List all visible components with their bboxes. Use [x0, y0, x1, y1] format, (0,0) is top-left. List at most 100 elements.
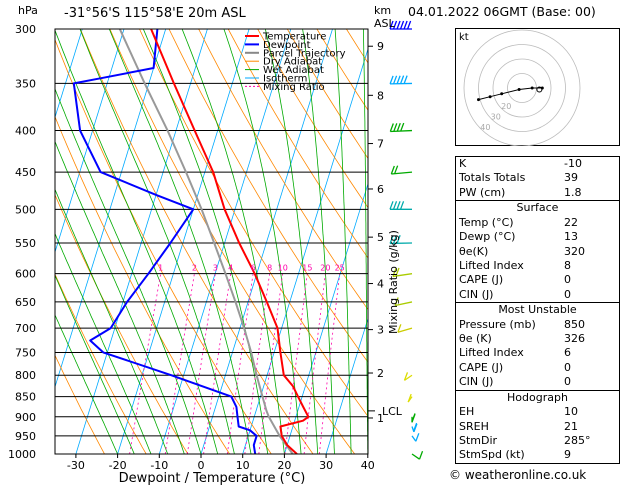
mixing-ratio-line — [129, 273, 162, 454]
wind-barb — [389, 20, 412, 30]
lcl-label: LCL — [382, 405, 403, 418]
surface-label: CAPE (J) — [459, 273, 504, 287]
mixing-ratio-axis-title: Mixing Ratio (g/kg) — [387, 230, 400, 334]
most-unstable-row: Pressure (mb) 850 — [456, 318, 619, 332]
legend-label: Mixing Ratio — [263, 82, 325, 93]
pressure-tick-label: 650 — [15, 296, 36, 309]
pressure-tick-label: 500 — [15, 203, 36, 216]
location-title: -31°56'S 115°58'E 20m ASL — [64, 6, 246, 21]
surface-label: CIN (J) — [459, 287, 494, 301]
wind-barb — [411, 450, 424, 460]
mixing-ratio-label: 3 — [213, 264, 218, 273]
isotherm-line — [200, 29, 333, 454]
km-tick-label: 4 — [377, 278, 384, 291]
isotherm-line — [158, 29, 292, 454]
isotherm-line — [242, 47, 368, 454]
surface-row: Temp (°C) 22 — [456, 216, 619, 230]
mixing-ratio-label: 20 — [320, 264, 330, 273]
dry-adiabat-line — [227, 29, 368, 259]
legend-label: Isotherm — [263, 74, 307, 85]
pressure-tick-label: 700 — [15, 322, 36, 335]
mixing-ratio-line — [164, 273, 195, 454]
surface-row: Dewp (°C) 13 — [456, 230, 619, 244]
most-unstable-row: CAPE (J) 0 — [456, 361, 619, 375]
wind-barb — [411, 433, 420, 442]
totals-label: Totals Totals — [459, 171, 526, 185]
hodograph-stat-value: 10 — [564, 405, 578, 419]
most-unstable-value: 0 — [564, 375, 571, 389]
wind-barb — [389, 235, 413, 245]
most-unstable-label: Pressure (mb) — [459, 317, 536, 331]
wet-adiabat-line — [142, 29, 269, 454]
mixing-ratio-label: 15 — [302, 264, 312, 273]
most-unstable-label: θe (K) — [459, 332, 492, 346]
valid-time: 04.01.2022 06GMT (Base: 00) — [408, 4, 596, 19]
wet-adiabat-line — [55, 140, 185, 454]
pressure-tick-label: 1000 — [8, 448, 36, 461]
surface-value: 22 — [564, 215, 578, 229]
wet-adiabat-line — [363, 29, 368, 454]
surface-label: Dewp (°C) — [459, 230, 516, 244]
surface-row: θe(K) 320 — [456, 245, 619, 259]
x-tick-label: 0 — [198, 459, 205, 472]
x-tick-label: -20 — [109, 459, 127, 472]
pressure-tick-label: 450 — [15, 166, 36, 179]
isotherm-line — [75, 29, 208, 454]
surface-label: Temp (°C) — [459, 215, 514, 229]
surface-rows: Temp (°C) 22 Dewp (°C) 13 θe(K) 320 Lifted Ind… — [456, 216, 619, 302]
parcel-trajectory-line — [118, 29, 294, 454]
most-unstable-value: 6 — [564, 346, 571, 360]
hodograph-line — [478, 87, 543, 101]
surface-value: 0 — [564, 287, 571, 301]
pressure-tick-label: 800 — [15, 369, 36, 382]
mixing-ratio-line — [318, 273, 341, 454]
legend-label: Parcel Trajectory — [263, 48, 346, 59]
hodograph-stat-label: StmSpd (kt) — [459, 448, 525, 462]
x-tick-label: 40 — [361, 459, 375, 472]
most-unstable-label: CIN (J) — [459, 375, 494, 389]
wind-barb — [390, 165, 413, 175]
hodograph-stat-row: SREH 21 — [456, 420, 619, 434]
most-unstable-label: CAPE (J) — [459, 360, 504, 374]
wind-barb — [403, 372, 413, 381]
hodograph-ring — [478, 44, 566, 132]
hodograph-point — [488, 95, 492, 99]
hodograph-trace — [477, 86, 544, 102]
x-tick-label: -30 — [67, 459, 85, 472]
km-tick-label: 5 — [377, 231, 384, 244]
totals-row: Totals Totals 39 — [456, 171, 619, 185]
hodograph-stat-value: 9 — [564, 448, 571, 462]
hodograph-unit: kt — [459, 32, 469, 43]
surface-value: 13 — [564, 230, 578, 244]
km-tick-label: 6 — [377, 183, 384, 196]
km-label: km — [374, 4, 391, 17]
wet-adiabat-line — [55, 313, 118, 454]
surface-row: Lifted Index 8 — [456, 259, 619, 273]
credit: © weatheronline.co.uk — [449, 468, 587, 482]
hodograph-stats-rows: EH 10 SREH 21 StmDir 285° StmSpd (kt) 9 — [456, 405, 619, 463]
totals-value: 39 — [564, 171, 578, 185]
surface-row: CIN (J) 0 — [456, 288, 619, 302]
hodograph-stat-value: 21 — [564, 419, 578, 433]
wind-barb — [389, 201, 412, 210]
sounding-profiles — [72, 29, 310, 454]
pressure-tick-label: 400 — [15, 125, 36, 138]
most-unstable-label: Lifted Index — [459, 346, 524, 360]
surface-row: CAPE (J) 0 — [456, 273, 619, 287]
most-unstable-value: 850 — [564, 317, 585, 331]
wind-barb — [392, 267, 413, 278]
hodograph-ring-label: 40 — [480, 123, 490, 132]
hodograph-stat-label: SREH — [459, 419, 489, 433]
pressure-tick-label: 950 — [15, 430, 36, 443]
wind-barb — [411, 413, 416, 423]
most-unstable-row: θe (K) 326 — [456, 332, 619, 346]
surface-value: 8 — [564, 258, 571, 272]
wind-barb — [394, 297, 413, 307]
plot-frame — [54, 28, 369, 455]
mixing-ratio-label: 1 — [158, 264, 163, 273]
dewpoint-line — [72, 29, 258, 454]
mixing-ratio-label: 2 — [192, 264, 197, 273]
most-unstable-title: Most Unstable — [456, 302, 619, 318]
most-unstable-row: Lifted Index 6 — [456, 346, 619, 360]
